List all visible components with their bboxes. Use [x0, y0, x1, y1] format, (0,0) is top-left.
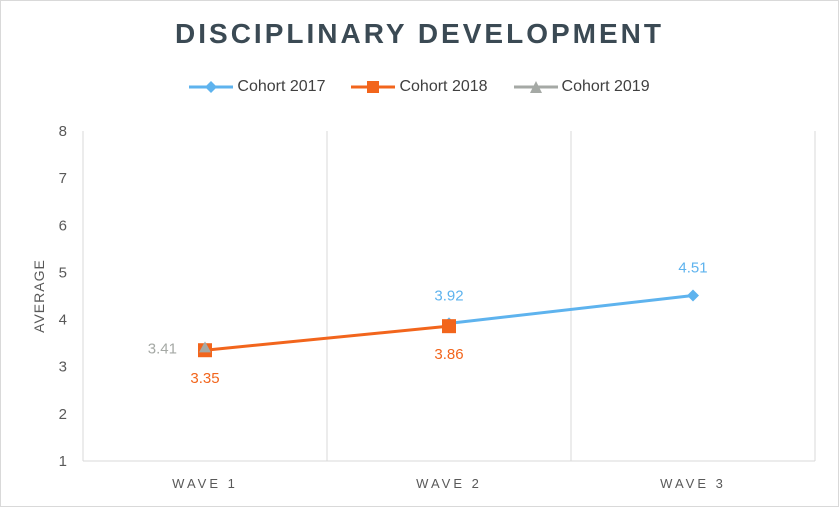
data-point-cohort-2017 — [687, 289, 699, 302]
data-label-cohort-2018: 3.35 — [190, 370, 219, 387]
data-label-cohort-2018: 3.86 — [434, 346, 463, 363]
legend-swatch-cohort-2017 — [189, 81, 234, 93]
data-point-cohort-2018 — [442, 319, 456, 334]
legend-label-cohort-2019: Cohort 2019 — [561, 78, 650, 95]
y-tick-label: 2 — [59, 406, 67, 423]
y-tick-label: 3 — [59, 359, 67, 376]
legend: Cohort 2017 Cohort 2018 Cohort 2019 — [0, 78, 839, 96]
y-tick-label: 7 — [59, 170, 67, 187]
x-tick-label: WAVE 2 — [416, 476, 482, 491]
series-line-cohort-2018 — [204, 324, 450, 352]
data-label-cohort-2017: 4.51 — [678, 260, 707, 277]
legend-swatch-cohort-2019 — [513, 81, 558, 93]
legend-item-cohort-2019[interactable]: Cohort 2019 — [513, 78, 650, 96]
y-tick-label: 4 — [59, 312, 67, 329]
data-point-cohort-2019 — [199, 341, 211, 353]
legend-item-cohort-2017[interactable]: Cohort 2017 — [189, 78, 325, 96]
series-line-cohort-2017 — [448, 294, 694, 325]
y-tick-label: 8 — [59, 123, 67, 140]
legend-swatch-cohort-2018 — [351, 81, 396, 93]
chart-title: DISCIPLINARY DEVELOPMENT — [175, 18, 664, 49]
legend-label-cohort-2018: Cohort 2018 — [399, 78, 488, 95]
y-axis-title: AVERAGE — [31, 259, 47, 333]
data-label-cohort-2017: 3.92 — [434, 287, 463, 304]
data-label-cohort-2019: 3.41 — [148, 340, 177, 357]
y-tick-label: 6 — [59, 217, 67, 234]
x-tick-label: WAVE 3 — [660, 476, 726, 491]
legend-item-cohort-2018[interactable]: Cohort 2018 — [351, 78, 488, 96]
y-tick-label: 5 — [59, 264, 67, 281]
legend-label-cohort-2017: Cohort 2017 — [237, 78, 326, 95]
y-tick-label: 1 — [59, 453, 67, 470]
x-tick-label: WAVE 1 — [172, 476, 238, 491]
